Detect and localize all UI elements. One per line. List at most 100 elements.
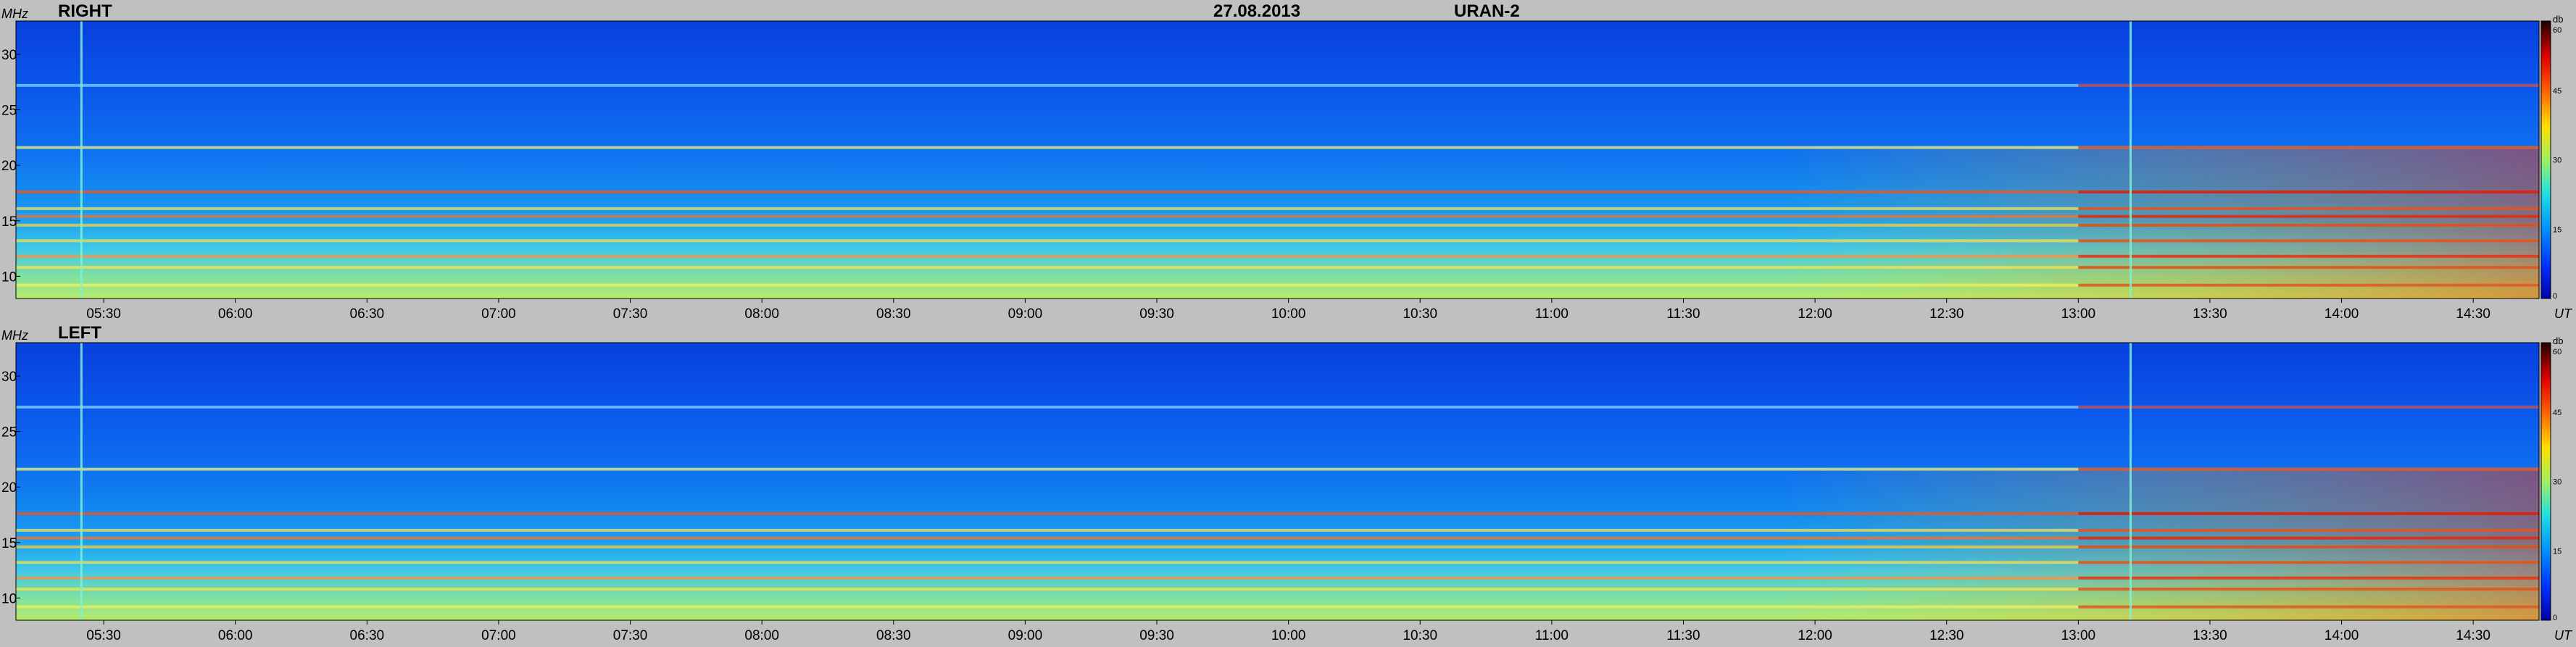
x-tick-label: 12:00 <box>1798 628 1832 643</box>
y-tick-label: 25 <box>1 104 17 119</box>
colorbar <box>2540 20 2551 299</box>
frequency-band-intense <box>2078 588 2539 591</box>
x-tick-label: 07:30 <box>613 628 648 643</box>
x-tick-label: 14:00 <box>2324 306 2359 322</box>
x-tick-label: 12:30 <box>1929 306 1964 322</box>
x-tick-label: 06:00 <box>218 628 253 643</box>
y-tick-label: 30 <box>1 48 17 63</box>
plot-frame <box>15 342 2540 621</box>
plot-frame <box>15 20 2540 299</box>
x-tick-label: 13:30 <box>2193 306 2227 322</box>
frequency-band <box>16 146 2539 149</box>
colorbar-tick-label: 60 <box>2553 348 2562 356</box>
frequency-band <box>16 528 2539 532</box>
y-tick-label: 20 <box>1 480 17 496</box>
frequency-band-intense <box>2078 561 2539 564</box>
x-tick-label: 10:30 <box>1403 628 1437 643</box>
heatmap-afternoon-intensity <box>16 467 2539 620</box>
y-tick-label: 15 <box>1 214 17 230</box>
spectrogram-panel-right: RIGHT MHz UT 10 15 20 25 30 05:30 06:00 06:30 07:00… <box>1 1 2573 322</box>
x-tick-label: 09:00 <box>1008 628 1043 643</box>
colorbar-tick-label: 45 <box>2553 87 2562 96</box>
vertical-burst <box>80 21 83 299</box>
frequency-band-intense <box>2078 605 2539 609</box>
frequency-band-intense <box>2078 283 2539 287</box>
frequency-band-intense <box>2078 206 2539 210</box>
y-tick-label: 30 <box>1 370 17 385</box>
colorbar-unit: db <box>2553 14 2563 25</box>
x-tick-label: 09:30 <box>1139 628 1174 643</box>
frequency-band <box>16 206 2539 210</box>
x-tick-label: 11:30 <box>1666 628 1700 643</box>
x-tick-label: 05:30 <box>86 306 121 322</box>
x-tick-label: 07:00 <box>481 306 516 322</box>
frequency-band-intense <box>2078 83 2539 87</box>
x-axis-label: UT <box>2554 306 2573 321</box>
colorbar-tick-label: 30 <box>2553 156 2562 165</box>
frequency-band-intense <box>2078 266 2539 270</box>
x-tick-label: 12:00 <box>1798 306 1832 322</box>
x-tick-label: 10:00 <box>1271 628 1306 643</box>
vertical-burst <box>2129 343 2132 620</box>
colorbar <box>2540 342 2551 621</box>
x-tick-label: 06:30 <box>350 306 385 322</box>
y-tick-label: 10 <box>1 270 17 285</box>
x-tick-label: 09:00 <box>1008 306 1043 322</box>
colorbar-tick-label: 15 <box>2553 225 2562 234</box>
frequency-band <box>16 588 2539 591</box>
frequency-band <box>16 239 2539 243</box>
x-tick-label: 08:00 <box>744 306 779 322</box>
colorbar-unit: db <box>2553 335 2563 346</box>
frequency-band <box>16 561 2539 564</box>
x-tick-label: 13:00 <box>2061 628 2096 643</box>
x-tick-label: 14:30 <box>2456 306 2490 322</box>
x-axis-label: UT <box>2554 628 2573 643</box>
x-tick-label: 14:00 <box>2324 628 2359 643</box>
frequency-band-intense <box>2078 467 2539 471</box>
frequency-band-intense <box>2078 254 2539 258</box>
frequency-band-intense <box>2078 146 2539 149</box>
frequency-band <box>16 283 2539 287</box>
x-tick-label: 11:00 <box>1535 628 1569 643</box>
heatmap-afternoon-intensity <box>16 146 2539 299</box>
y-axis-label: MHz <box>1 328 28 343</box>
frequency-band <box>16 536 2539 540</box>
frequency-band <box>16 83 2539 87</box>
x-tick-label: 11:30 <box>1666 306 1700 322</box>
y-tick-label: 10 <box>1 591 17 606</box>
x-tick-label: 08:30 <box>876 628 911 643</box>
x-tick-label: 13:00 <box>2061 306 2096 322</box>
frequency-band-intense <box>2078 214 2539 218</box>
x-tick-label: 06:00 <box>218 306 253 322</box>
x-tick-label: 07:00 <box>481 628 516 643</box>
y-tick-label: 15 <box>1 536 17 551</box>
frequency-band <box>16 266 2539 270</box>
colorbar-tick-label: 15 <box>2553 547 2562 556</box>
x-tick-label: 12:30 <box>1929 628 1964 643</box>
instrument-name: URAN-2 <box>1454 1 1520 21</box>
frequency-band-intense <box>2078 223 2539 227</box>
frequency-band <box>16 214 2539 218</box>
x-tick-label: 08:00 <box>744 628 779 643</box>
colorbar-tick-label: 60 <box>2553 26 2562 35</box>
y-tick-label: 20 <box>1 159 17 174</box>
frequency-band-intense <box>2078 528 2539 532</box>
frequency-band-intense <box>2078 536 2539 540</box>
figure-header: 27.08.2013 URAN-2 <box>1213 1 1520 21</box>
vertical-burst <box>2129 21 2132 299</box>
colorbar-tick-label: 0 <box>2553 614 2557 622</box>
frequency-band-intense <box>2078 239 2539 243</box>
panel-title: LEFT <box>58 323 101 343</box>
frequency-band <box>16 190 2539 193</box>
frequency-band <box>16 605 2539 609</box>
frequency-band <box>16 254 2539 258</box>
x-tick-label: 05:30 <box>86 628 121 643</box>
frequency-band-intense <box>2078 512 2539 515</box>
frequency-band-intense <box>2078 190 2539 193</box>
colorbar-tick-label: 30 <box>2553 478 2562 487</box>
frequency-band <box>16 467 2539 471</box>
spectrogram-panel-left: LEFT MHz UT 10 15 20 25 30 05:30 06:00 06:30 07:00 0… <box>1 323 2573 643</box>
x-tick-label: 06:30 <box>350 628 385 643</box>
